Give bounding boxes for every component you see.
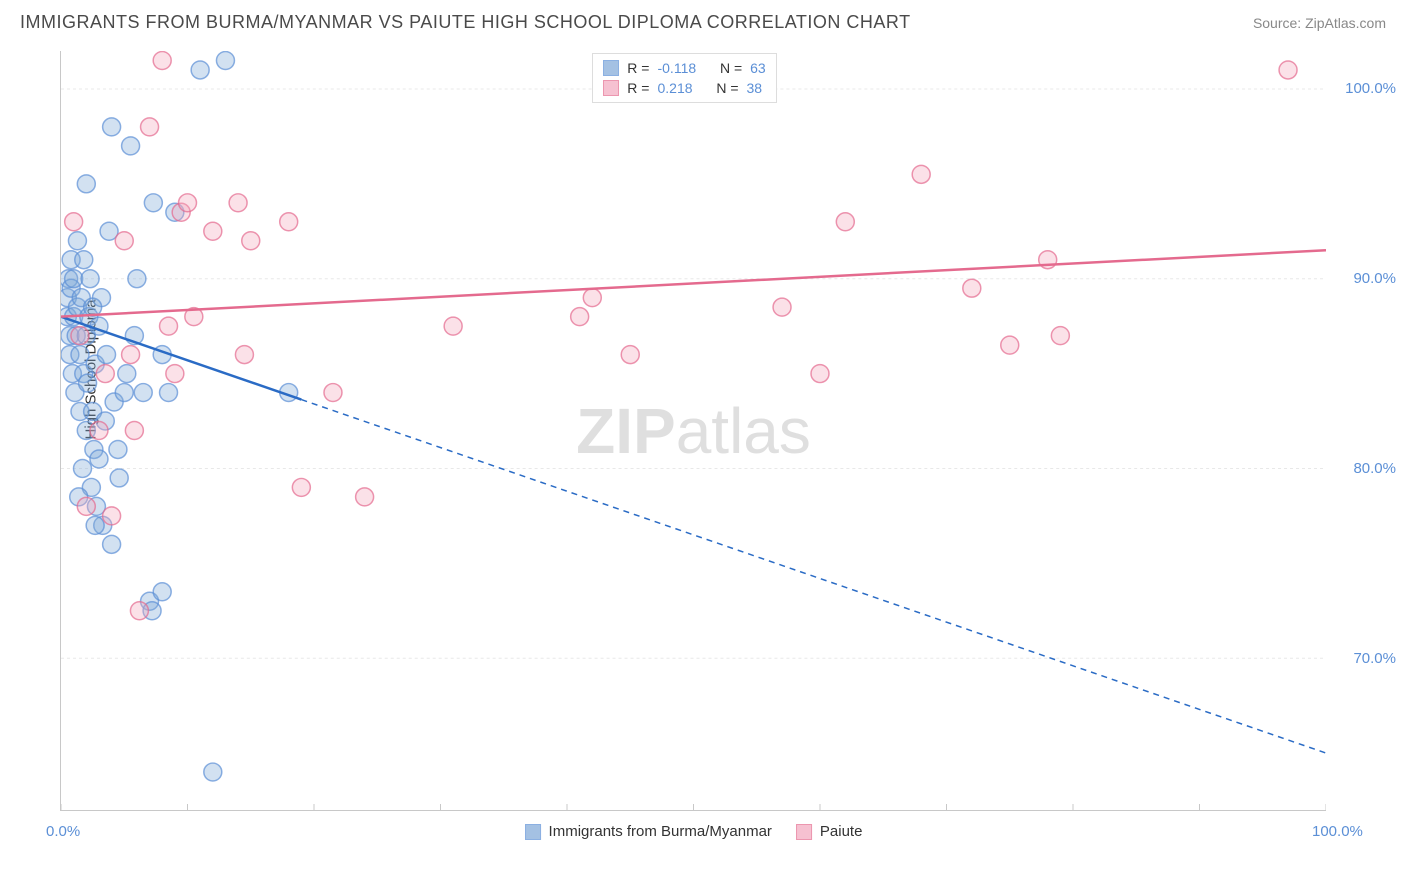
r-label: R = [627, 80, 649, 96]
swatch-series2 [603, 80, 619, 96]
r-value-series1: -0.118 [657, 60, 696, 76]
swatch-series1-bottom [525, 824, 541, 840]
n-label: N = [720, 60, 742, 76]
n-label: N = [716, 80, 738, 96]
n-value-series1: 63 [750, 60, 766, 76]
legend-item-series2: Paiute [796, 823, 863, 840]
chart-title: IMMIGRANTS FROM BURMA/MYANMAR VS PAIUTE … [20, 12, 911, 33]
swatch-series2-bottom [796, 824, 812, 840]
stats-row-series2: R = 0.218 N = 38 [603, 78, 765, 98]
legend-label-series1: Immigrants from Burma/Myanmar [549, 823, 772, 840]
r-label: R = [627, 60, 649, 76]
swatch-series1 [603, 60, 619, 76]
chart-svg [61, 51, 1326, 810]
source-attribution: Source: ZipAtlas.com [1253, 15, 1386, 31]
legend-label-series2: Paiute [820, 823, 863, 840]
r-value-series2: 0.218 [657, 80, 692, 96]
chart-header: IMMIGRANTS FROM BURMA/MYANMAR VS PAIUTE … [0, 0, 1406, 41]
bottom-legend: Immigrants from Burma/Myanmar Paiute [525, 823, 863, 840]
stats-row-series1: R = -0.118 N = 63 [603, 58, 765, 78]
legend-item-series1: Immigrants from Burma/Myanmar [525, 823, 772, 840]
n-value-series2: 38 [747, 80, 763, 96]
stats-legend-box: R = -0.118 N = 63 R = 0.218 N = 38 [592, 53, 776, 103]
scatter-chart: High School Diploma ZIPatlas R = -0.118 … [60, 51, 1326, 811]
